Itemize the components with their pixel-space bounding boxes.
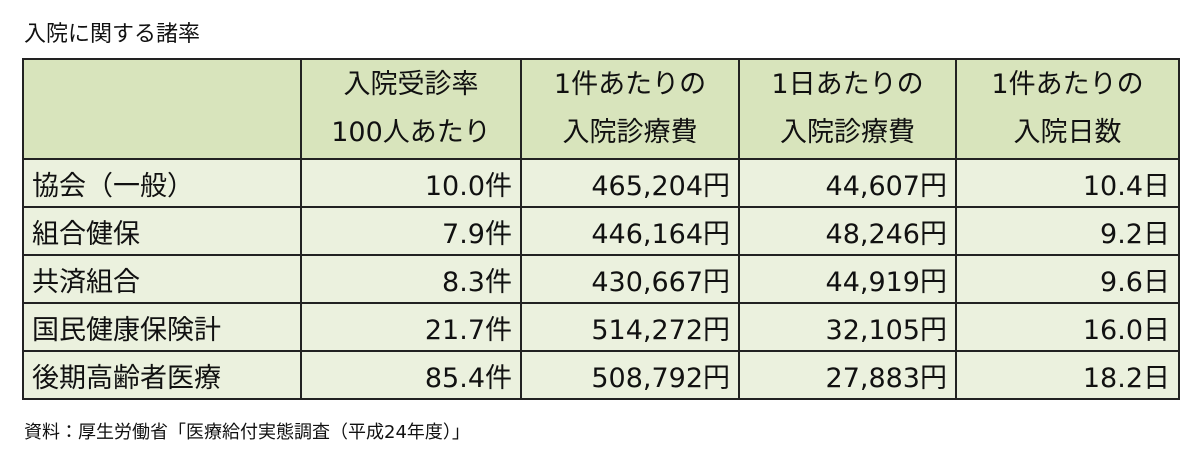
data-cell: 9.2日 <box>955 206 1180 256</box>
data-cell: 32,105円 <box>738 302 957 352</box>
header-line: 入院受診率 <box>343 69 479 100</box>
data-cell: 465,204円 <box>520 158 740 208</box>
data-cell: 508,792円 <box>520 350 740 400</box>
header-cell: 入院受診率 100人あたり <box>300 58 522 160</box>
data-cell: 9.6日 <box>955 254 1180 304</box>
data-cell: 44,919円 <box>738 254 957 304</box>
data-cell: 10.4日 <box>955 158 1180 208</box>
data-table: 入院受診率 100人あたり 1件あたりの 入院診療費 1日あたりの 入院診療費 1件あたりの… <box>22 58 1180 400</box>
data-row: 後期高齢者医療 85.4件 508,792円 27,883円 18.2日 <box>22 350 1180 400</box>
data-row: 協会（一般） 10.0件 465,204円 44,607円 10.4日 <box>22 158 1180 208</box>
row-label: 協会（一般） <box>22 158 302 208</box>
data-cell: 16.0日 <box>955 302 1180 352</box>
header-cell: 1日あたりの 入院診療費 <box>738 58 957 160</box>
row-label: 共済組合 <box>22 254 302 304</box>
header-line: 1件あたりの <box>553 69 707 100</box>
header-cell <box>22 58 302 160</box>
row-label: 組合健保 <box>22 206 302 256</box>
table-title: 入院に関する諸率 <box>24 22 201 47</box>
header-line: 1日あたりの <box>771 69 924 100</box>
data-cell: 8.3件 <box>300 254 522 304</box>
data-cell: 430,667円 <box>520 254 740 304</box>
header-line: 入院診療費 <box>780 117 915 148</box>
row-label: 国民健康保険計 <box>22 302 302 352</box>
data-cell: 48,246円 <box>738 206 957 256</box>
data-cell: 85.4件 <box>300 350 522 400</box>
header-cell: 1件あたりの 入院日数 <box>955 58 1180 160</box>
header-row: 入院受診率 100人あたり 1件あたりの 入院診療費 1日あたりの 入院診療費 1件あたりの… <box>22 58 1180 160</box>
header-line: 1件あたりの <box>991 69 1144 100</box>
data-cell: 10.0件 <box>300 158 522 208</box>
data-cell: 7.9件 <box>300 206 522 256</box>
header-cell: 1件あたりの 入院診療費 <box>520 58 740 160</box>
data-cell: 18.2日 <box>955 350 1180 400</box>
header-line: 入院診療費 <box>562 117 698 148</box>
data-row: 共済組合 8.3件 430,667円 44,919円 9.6日 <box>22 254 1180 304</box>
data-cell: 514,272円 <box>520 302 740 352</box>
row-label: 後期高齢者医療 <box>22 350 302 400</box>
data-cell: 21.7件 <box>300 302 522 352</box>
header-line: 100人あたり <box>331 117 491 148</box>
source-note: 資料：厚生労働省「医療給付実態調査（平成24年度）」 <box>24 422 470 443</box>
data-cell: 27,883円 <box>738 350 957 400</box>
data-cell: 446,164円 <box>520 206 740 256</box>
header-line: 入院日数 <box>1013 117 1122 148</box>
data-row: 組合健保 7.9件 446,164円 48,246円 9.2日 <box>22 206 1180 256</box>
data-row: 国民健康保険計 21.7件 514,272円 32,105円 16.0日 <box>22 302 1180 352</box>
data-cell: 44,607円 <box>738 158 957 208</box>
